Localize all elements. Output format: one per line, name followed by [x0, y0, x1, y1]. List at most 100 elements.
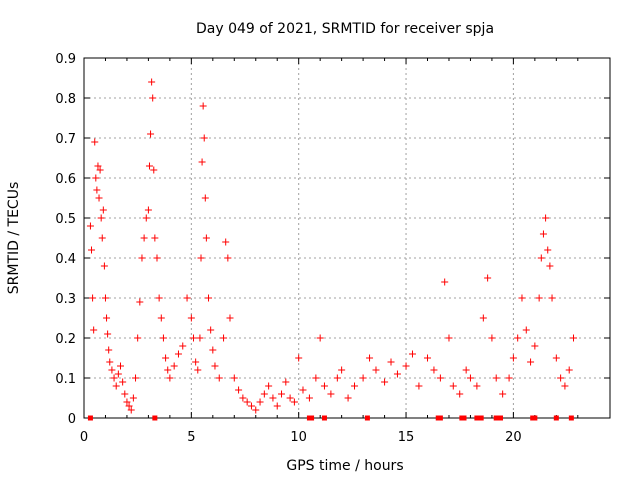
data-point — [116, 362, 124, 370]
data-point — [499, 390, 507, 398]
x-axis: 0 5 10 15 20 — [80, 58, 579, 445]
data-point — [99, 206, 107, 214]
data-point — [239, 394, 247, 402]
data-point — [243, 398, 251, 406]
data-point — [157, 314, 165, 322]
data-point — [110, 374, 118, 382]
data-point — [144, 206, 152, 214]
data-point — [445, 334, 453, 342]
data-point — [201, 194, 209, 202]
data-point — [393, 370, 401, 378]
data-point — [351, 382, 359, 390]
data-point — [145, 162, 153, 170]
data-point-square — [437, 415, 443, 421]
data-point — [230, 374, 238, 382]
data-point — [278, 390, 286, 398]
data-point — [256, 398, 264, 406]
data-point — [189, 334, 197, 342]
data-point — [473, 382, 481, 390]
data-point — [121, 390, 129, 398]
data-point — [196, 334, 204, 342]
data-point — [134, 334, 142, 342]
plot-frame — [83, 57, 611, 419]
data-point — [488, 334, 496, 342]
grid-lines — [84, 58, 610, 418]
data-point — [539, 230, 547, 238]
data-point — [338, 366, 346, 374]
data-point — [570, 334, 578, 342]
data-point — [138, 254, 146, 262]
data-point — [535, 294, 543, 302]
data-point — [140, 234, 148, 242]
data-point — [514, 334, 522, 342]
data-point — [557, 374, 565, 382]
data-point — [142, 214, 150, 222]
data-point — [479, 314, 487, 322]
data-point — [436, 374, 444, 382]
y-tick-label: 0.1 — [55, 372, 76, 387]
data-point — [106, 358, 114, 366]
data-point — [153, 254, 161, 262]
data-point — [441, 278, 449, 286]
data-point-square — [321, 415, 327, 421]
y-tick-label: 0 — [68, 412, 76, 427]
data-point — [565, 366, 573, 374]
data-point — [509, 354, 517, 362]
data-point — [215, 374, 223, 382]
data-point — [224, 254, 232, 262]
data-point — [456, 390, 464, 398]
data-point — [265, 382, 273, 390]
data-point-square — [152, 415, 158, 421]
x-axis-label: GPS time / hours — [286, 458, 403, 474]
data-point — [492, 374, 500, 382]
data-point — [424, 354, 432, 362]
data-point — [235, 386, 243, 394]
data-point — [320, 382, 328, 390]
data-point — [449, 382, 457, 390]
data-point — [546, 262, 554, 270]
data-point — [197, 254, 205, 262]
y-tick-label: 0.2 — [55, 332, 76, 347]
data-point — [97, 214, 105, 222]
data-point — [112, 382, 120, 390]
y-tick-label: 0.6 — [55, 172, 76, 187]
data-point-square — [568, 415, 574, 421]
data-point — [170, 362, 178, 370]
data-point-square — [309, 415, 315, 421]
data-point — [544, 246, 552, 254]
data-point — [408, 350, 416, 358]
data-points — [86, 78, 578, 421]
data-point — [136, 298, 144, 306]
data-point — [381, 378, 389, 386]
data-point — [548, 294, 556, 302]
data-point — [90, 326, 98, 334]
data-point-square — [498, 415, 504, 421]
data-point-square — [478, 415, 484, 421]
data-point — [305, 394, 313, 402]
data-point — [561, 382, 569, 390]
data-point — [260, 390, 268, 398]
data-point — [148, 78, 156, 86]
data-point — [127, 406, 135, 414]
data-point — [100, 262, 108, 270]
data-point — [125, 402, 133, 410]
x-tick-label: 15 — [398, 430, 415, 445]
data-point — [150, 166, 158, 174]
y-axis: 0 0.1 0.2 0.3 0.4 0.5 0.6 0.7 0.8 0.9 — [55, 52, 610, 427]
data-point — [129, 394, 137, 402]
data-point — [205, 294, 213, 302]
data-point — [92, 174, 100, 182]
data-point — [89, 294, 97, 302]
data-point — [312, 374, 320, 382]
x-tick-label: 5 — [187, 430, 195, 445]
data-point — [299, 386, 307, 394]
data-point — [402, 362, 410, 370]
data-point — [211, 362, 219, 370]
data-point — [132, 374, 140, 382]
data-point — [105, 346, 113, 354]
data-point — [366, 354, 374, 362]
data-point — [164, 366, 172, 374]
data-point — [108, 366, 116, 374]
data-point — [484, 274, 492, 282]
data-point — [174, 350, 182, 358]
